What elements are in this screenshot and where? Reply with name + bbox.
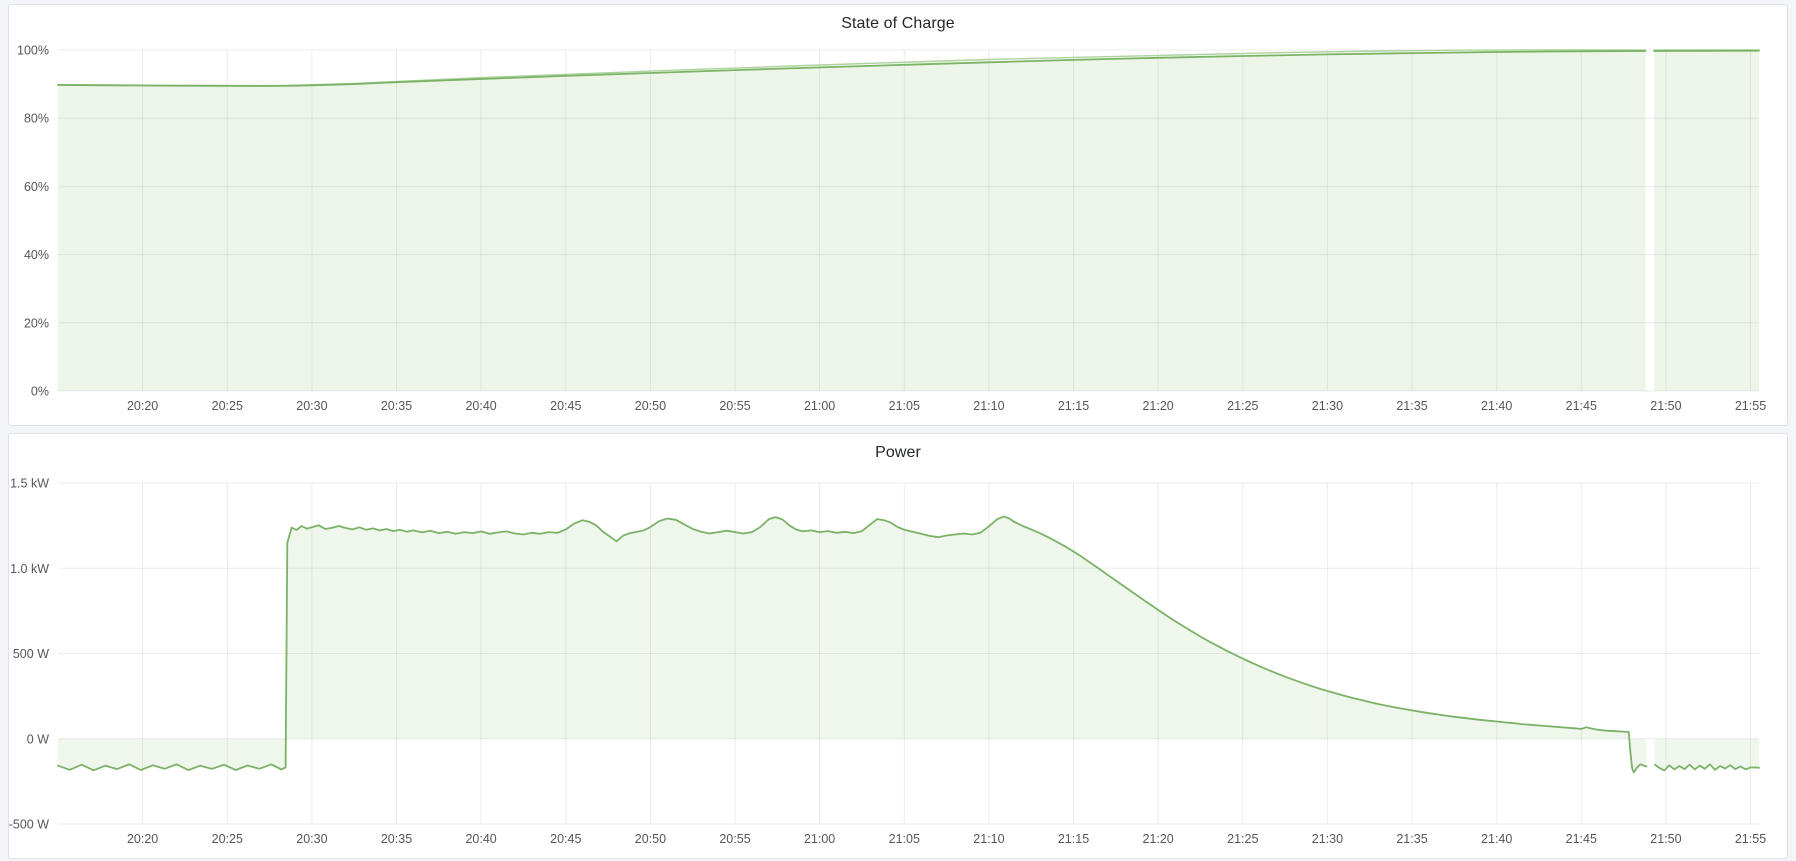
svg-text:60%: 60%	[24, 180, 49, 194]
svg-text:21:15: 21:15	[1058, 832, 1089, 846]
svg-text:20:45: 20:45	[550, 832, 581, 846]
svg-text:20:35: 20:35	[381, 832, 412, 846]
svg-text:21:35: 21:35	[1396, 399, 1427, 413]
svg-text:-500 W: -500 W	[9, 818, 49, 832]
svg-text:21:30: 21:30	[1312, 832, 1343, 846]
power-chart-canvas[interactable]: -500 W 0 W 500 W 1.0 kW 1.5 kW 20:20 20:25 20:3…	[9, 434, 1787, 856]
panel-title-state-of-charge[interactable]: State of Charge	[841, 15, 955, 32]
svg-text:20:30: 20:30	[296, 399, 327, 413]
svg-text:21:40: 21:40	[1481, 399, 1512, 413]
svg-text:21:05: 21:05	[889, 399, 920, 413]
svg-text:21:40: 21:40	[1481, 832, 1512, 846]
svg-text:20:30: 20:30	[296, 832, 327, 846]
svg-text:40%: 40%	[24, 248, 49, 262]
svg-text:1.0 kW: 1.0 kW	[10, 562, 49, 576]
svg-text:21:45: 21:45	[1566, 832, 1597, 846]
svg-text:21:45: 21:45	[1566, 399, 1597, 413]
svg-text:100%: 100%	[17, 44, 49, 58]
svg-text:20:25: 20:25	[212, 399, 243, 413]
svg-text:20:55: 20:55	[719, 832, 750, 846]
svg-text:21:55: 21:55	[1735, 399, 1766, 413]
svg-text:21:00: 21:00	[804, 399, 835, 413]
svg-text:21:50: 21:50	[1650, 832, 1681, 846]
svg-text:1.5 kW: 1.5 kW	[10, 477, 49, 491]
svg-text:20:20: 20:20	[127, 399, 158, 413]
svg-text:21:25: 21:25	[1227, 832, 1258, 846]
panel-title-power[interactable]: Power	[875, 444, 921, 461]
svg-text:21:25: 21:25	[1227, 399, 1258, 413]
svg-text:21:05: 21:05	[889, 832, 920, 846]
svg-text:20:35: 20:35	[381, 399, 412, 413]
svg-text:20:40: 20:40	[465, 399, 496, 413]
svg-text:0%: 0%	[31, 385, 49, 399]
svg-text:21:15: 21:15	[1058, 399, 1089, 413]
panel-state-of-charge: State of Charge 0% 20% 40% 60% 80% 100% 20:20 2…	[8, 4, 1788, 426]
svg-text:21:20: 21:20	[1142, 399, 1173, 413]
svg-text:20:25: 20:25	[212, 832, 243, 846]
svg-text:21:10: 21:10	[973, 832, 1004, 846]
svg-text:21:20: 21:20	[1142, 832, 1173, 846]
svg-text:0 W: 0 W	[27, 732, 49, 746]
svg-text:21:50: 21:50	[1650, 399, 1681, 413]
svg-text:20:45: 20:45	[550, 399, 581, 413]
svg-text:80%: 80%	[24, 112, 49, 126]
panel-power: Power -500 W 0 W 500 W 1.0 kW 1.5 kW 20:20 20:…	[8, 433, 1788, 859]
svg-text:20%: 20%	[24, 316, 49, 330]
svg-text:21:55: 21:55	[1735, 832, 1766, 846]
svg-text:20:50: 20:50	[635, 399, 666, 413]
svg-text:21:35: 21:35	[1396, 832, 1427, 846]
svg-text:20:20: 20:20	[127, 832, 158, 846]
soc-chart-canvas[interactable]: 0% 20% 40% 60% 80% 100% 20:20 20:25 20:30 20:35 20…	[9, 5, 1787, 424]
svg-text:21:10: 21:10	[973, 399, 1004, 413]
svg-text:500 W: 500 W	[13, 647, 49, 661]
svg-text:21:00: 21:00	[804, 832, 835, 846]
svg-text:20:55: 20:55	[719, 399, 750, 413]
svg-text:20:50: 20:50	[635, 832, 666, 846]
svg-text:20:40: 20:40	[465, 832, 496, 846]
svg-text:21:30: 21:30	[1312, 399, 1343, 413]
